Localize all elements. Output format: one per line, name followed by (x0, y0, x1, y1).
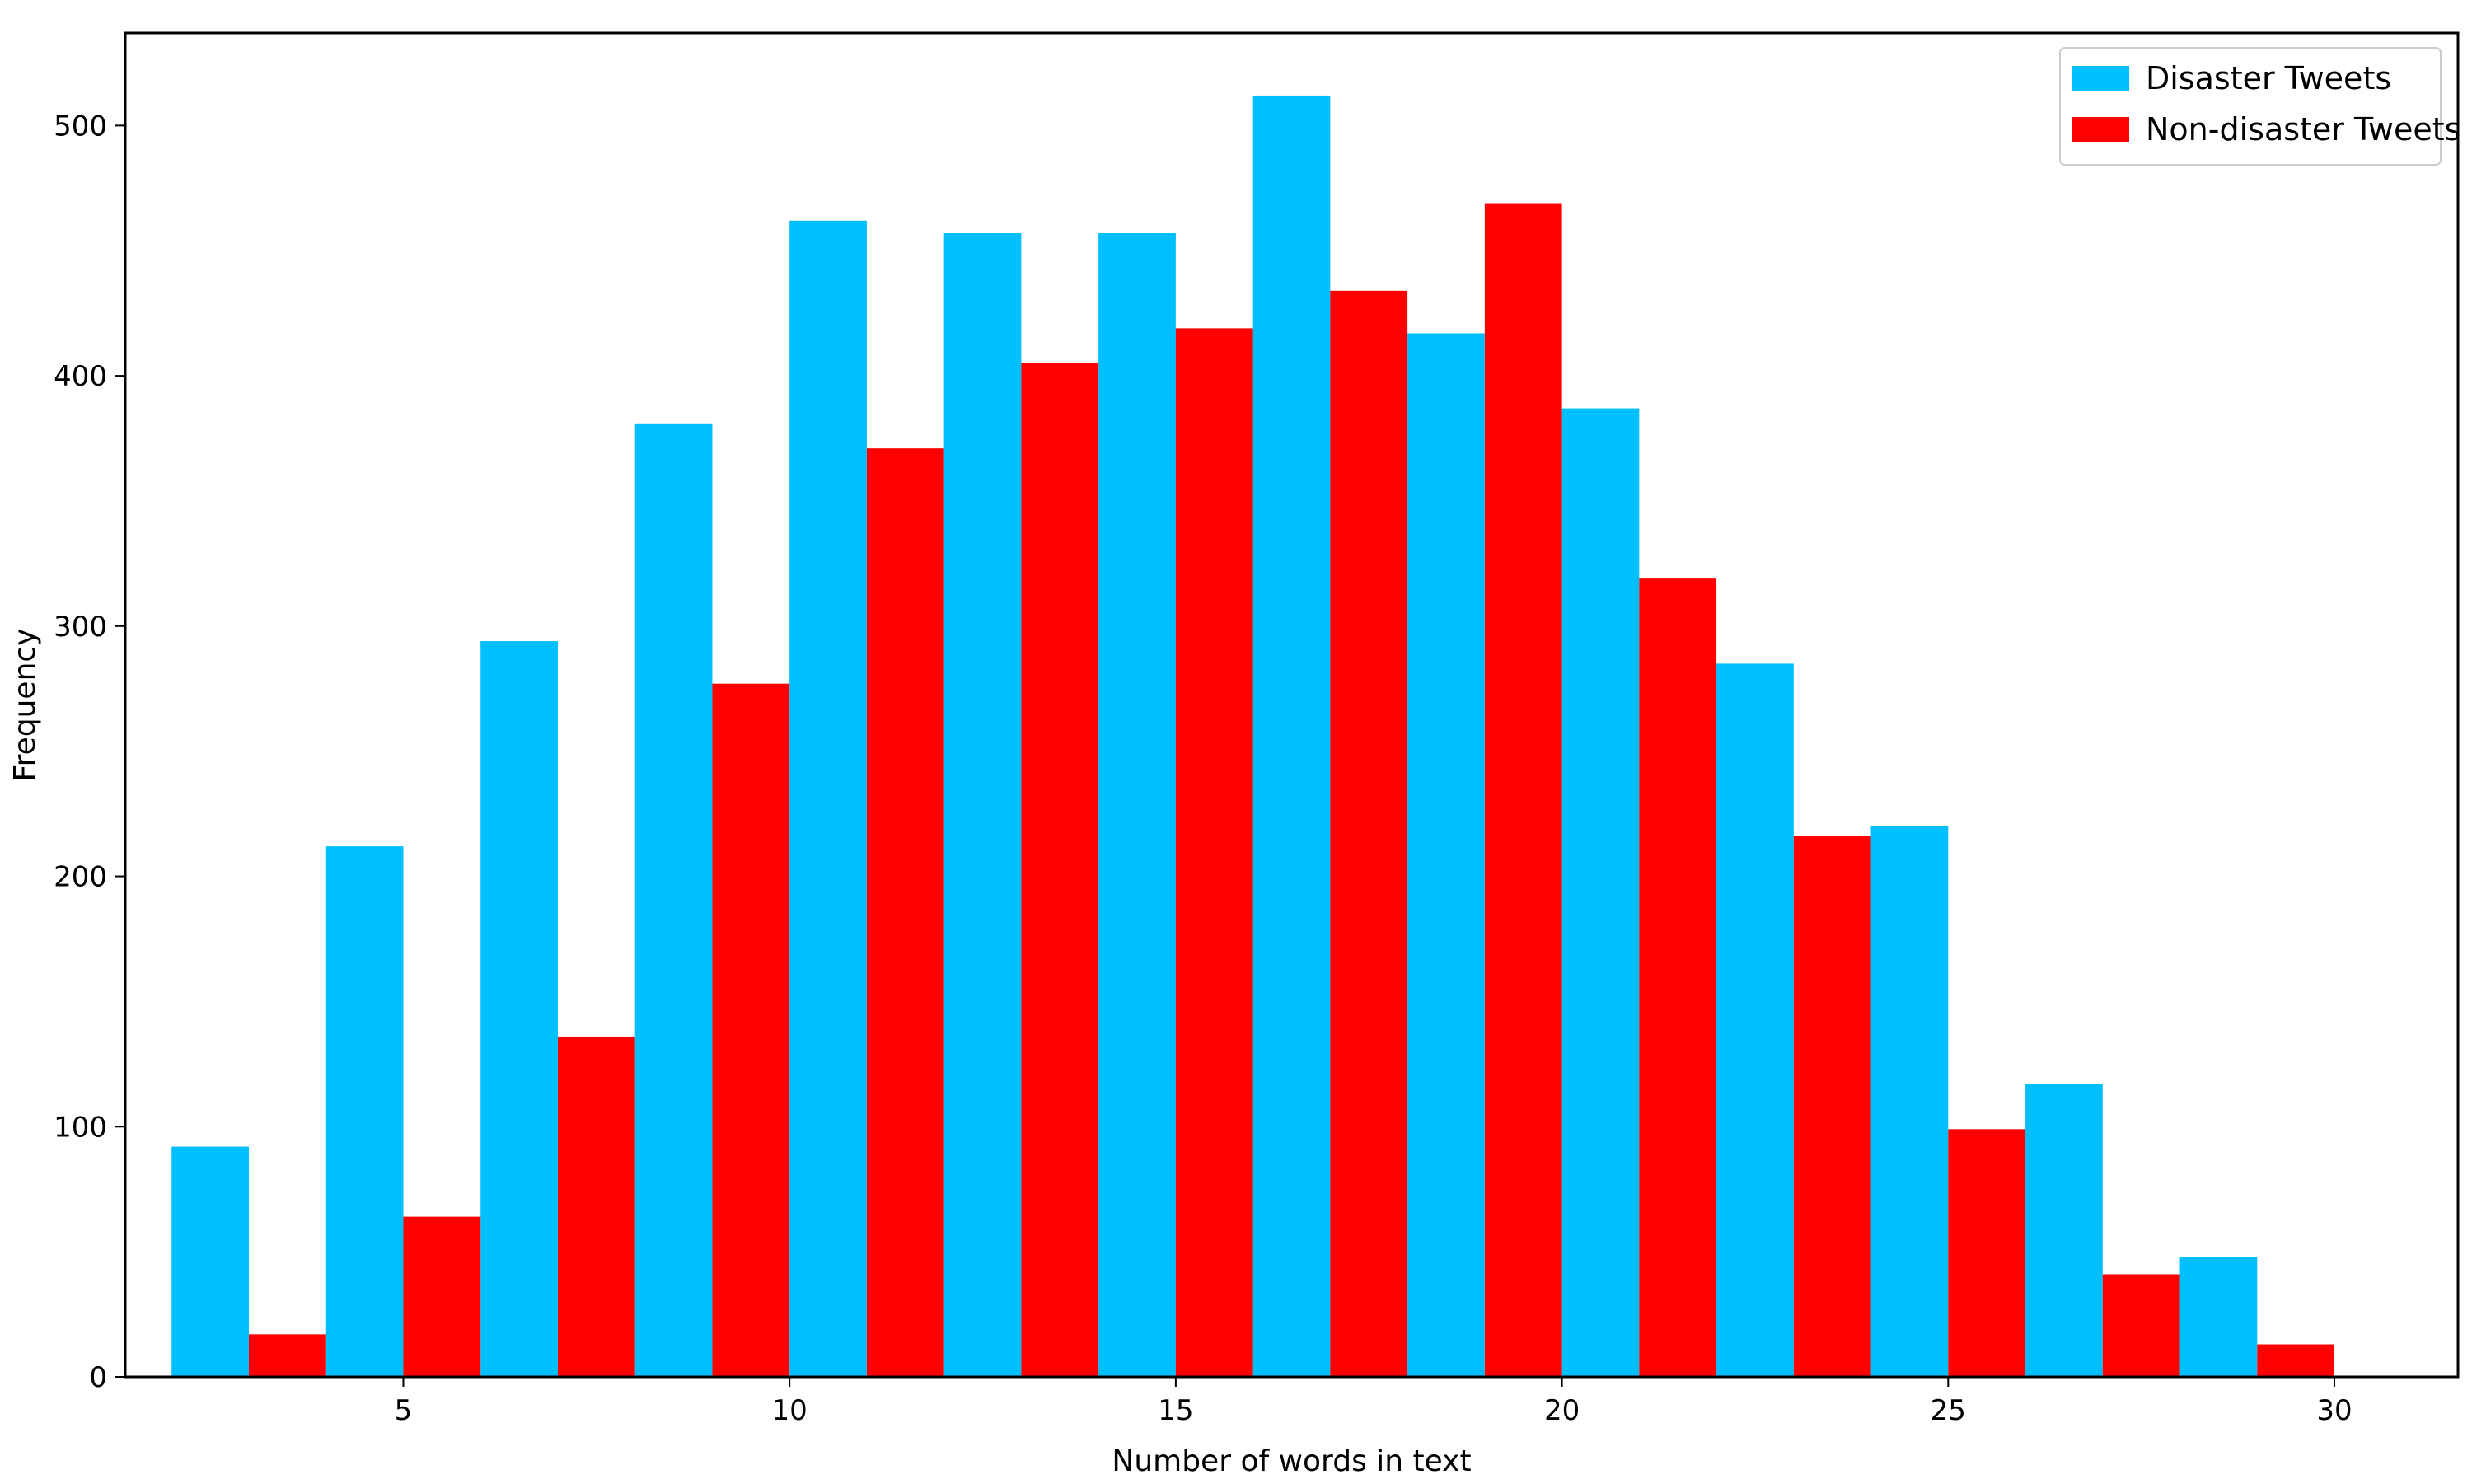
legend-swatch-disaster (2072, 66, 2129, 91)
x-tick-label-10: 10 (772, 1394, 808, 1427)
bar-disaster-3 (171, 1146, 249, 1377)
bar-non-disaster-21 (1639, 578, 1717, 1377)
bar-disaster-9 (634, 423, 713, 1377)
y-axis-label: Frequency (8, 629, 42, 782)
x-tick-label-30: 30 (2316, 1394, 2352, 1427)
bar-non-disaster-9 (712, 683, 790, 1377)
legend-box (2059, 47, 2442, 166)
y-tick-label-500: 500 (54, 110, 107, 143)
bar-disaster-25 (1870, 826, 1949, 1377)
bar-non-disaster-11 (866, 448, 944, 1377)
bar-non-disaster-17 (1330, 290, 1408, 1377)
x-axis: 5 10 15 20 25 30 (395, 1377, 2353, 1427)
bar-disaster-29 (2179, 1257, 2258, 1377)
bar-disaster-23 (1716, 663, 1794, 1377)
bar-disaster-13 (943, 232, 1022, 1378)
x-tick-label-15: 15 (1158, 1394, 1193, 1427)
x-tick-label-25: 25 (1931, 1394, 1966, 1427)
bar-non-disaster-5 (403, 1216, 481, 1377)
bar-disaster-5 (325, 846, 404, 1377)
plot-frame (124, 31, 2460, 1379)
bar-disaster-19 (1407, 333, 1485, 1378)
legend: Disaster Tweets Non-disaster Tweets (2059, 47, 2460, 166)
bar-disaster-21 (1561, 408, 1640, 1378)
x-tick-label-5: 5 (395, 1394, 413, 1427)
y-tick-label-400: 400 (54, 360, 107, 393)
y-tick-label-200: 200 (54, 861, 107, 894)
bar-disaster-11 (789, 220, 867, 1377)
bar-non-disaster-13 (1021, 363, 1099, 1377)
y-tick-label-300: 300 (54, 611, 107, 644)
bar-non-disaster-19 (1484, 203, 1562, 1377)
bars-group (171, 95, 2335, 1378)
y-axis: 0 100 200 300 400 500 (54, 110, 125, 1394)
bar-non-disaster-15 (1175, 328, 1253, 1377)
legend-label-non-disaster: Non-disaster Tweets (2146, 111, 2460, 147)
bar-non-disaster-29 (2257, 1344, 2335, 1377)
bar-non-disaster-23 (1793, 836, 1871, 1377)
y-tick-label-0: 0 (89, 1361, 107, 1394)
bar-disaster-27 (2025, 1084, 2103, 1377)
bar-non-disaster-27 (2102, 1274, 2180, 1377)
legend-label-disaster: Disaster Tweets (2146, 60, 2391, 96)
x-tick-label-20: 20 (1544, 1394, 1580, 1427)
y-tick-label-100: 100 (54, 1111, 107, 1144)
x-axis-label: Number of words in text (1112, 1444, 1471, 1478)
bar-disaster-17 (1252, 95, 1331, 1377)
bar-disaster-7 (480, 641, 558, 1377)
bar-non-disaster-7 (557, 1036, 635, 1377)
bar-disaster-15 (1098, 232, 1176, 1378)
bar-non-disaster-25 (1948, 1129, 2026, 1377)
legend-swatch-non-disaster (2072, 117, 2129, 142)
bar-non-disaster-3 (248, 1334, 326, 1377)
